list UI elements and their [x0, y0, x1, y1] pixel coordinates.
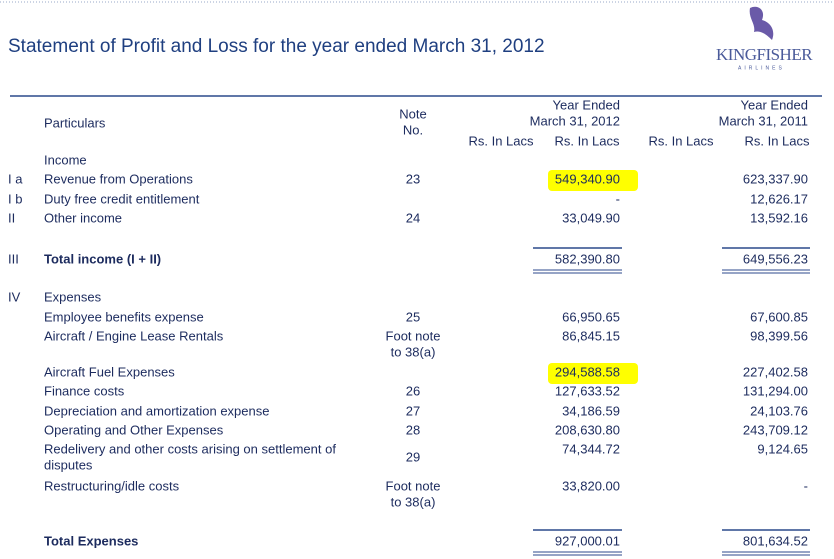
value-2012: 74,344.72: [562, 441, 620, 456]
value-2012: 33,049.90: [562, 210, 620, 225]
value-2012: 66,950.65: [562, 309, 620, 324]
note-ref: 24: [406, 210, 420, 225]
value-2012: 927,000.01: [555, 533, 620, 548]
value-2012: 34,186.59: [562, 403, 620, 418]
value-2011: 649,556.23: [743, 251, 808, 266]
column-header: March 31, 2012: [530, 113, 620, 128]
logo: KINGFISHER AIRLINES: [716, 6, 814, 71]
row-label: Finance costs: [44, 383, 125, 398]
column-header: No.: [403, 122, 423, 137]
logo-text: KINGFISHER: [716, 45, 813, 64]
value-2011: 98,399.56: [750, 328, 808, 343]
value-2012: -: [616, 191, 620, 206]
value-2011: 67,600.85: [750, 309, 808, 324]
value-2011: 623,337.90: [743, 171, 808, 186]
row-number: IV: [8, 289, 21, 304]
row-number: III: [8, 251, 19, 266]
row-label: Duty free credit entitlement: [44, 191, 200, 206]
column-header: Year Ended: [553, 97, 620, 112]
row-label: Aircraft / Engine Lease Rentals: [44, 328, 224, 343]
column-header: March 31, 2011: [719, 113, 808, 128]
unit-header: Rs. In Lacs: [648, 133, 714, 148]
row-label: Income: [44, 152, 87, 167]
page-title: Statement of Profit and Loss for the yea…: [8, 36, 545, 57]
value-2012: 294,588.58: [555, 364, 620, 379]
note-ref: Foot note: [386, 328, 441, 343]
row-number: II: [8, 210, 15, 225]
unit-header: Rs. In Lacs: [468, 133, 534, 148]
row-label: Depreciation and amortization expense: [44, 403, 269, 418]
row-label: Employee benefits expense: [44, 309, 204, 324]
note-ref: to 38(a): [391, 344, 436, 359]
value-2012: 127,633.52: [555, 383, 620, 398]
value-2011: 9,124.65: [757, 441, 808, 456]
unit-header: Rs. In Lacs: [554, 133, 620, 148]
row-label: disputes: [44, 457, 93, 472]
logo-subtext: AIRLINES: [738, 65, 785, 71]
value-2012: 208,630.80: [555, 422, 620, 437]
row-label: Total Expenses: [44, 533, 138, 548]
value-2011: 801,634.52: [743, 533, 808, 548]
row-number: I b: [8, 191, 22, 206]
value-2011: 24,103.76: [750, 403, 808, 418]
column-header: Year Ended: [741, 97, 808, 112]
note-ref: to 38(a): [391, 494, 436, 509]
note-ref: 27: [406, 403, 420, 418]
logo-bird: [749, 6, 774, 41]
row-label: Other income: [44, 210, 122, 225]
value-2012: 86,845.15: [562, 328, 620, 343]
unit-header: Rs. In Lacs: [744, 133, 810, 148]
row-label: Redelivery and other costs arising on se…: [44, 441, 336, 456]
value-2011: 131,294.00: [743, 383, 808, 398]
row-number: I a: [8, 171, 23, 186]
value-2011: 227,402.58: [743, 364, 808, 379]
row-label: Operating and Other Expenses: [44, 422, 224, 437]
row-label: Total income (I + II): [44, 251, 161, 266]
note-ref: 28: [406, 422, 420, 437]
note-ref: 23: [406, 171, 420, 186]
highlight: [548, 170, 638, 191]
column-header: Note: [399, 106, 426, 121]
highlight: [548, 363, 638, 384]
value-2012: 33,820.00: [562, 478, 620, 493]
note-ref: 25: [406, 309, 420, 324]
value-2011: -: [804, 478, 808, 493]
note-ref: 26: [406, 383, 420, 398]
value-2012: 549,340.90: [555, 171, 620, 186]
note-ref: 29: [406, 449, 420, 464]
value-2011: 12,626.17: [750, 191, 808, 206]
value-2012: 582,390.80: [555, 251, 620, 266]
row-label: Aircraft Fuel Expenses: [44, 364, 175, 379]
value-2011: 243,709.12: [743, 422, 808, 437]
row-label: Revenue from Operations: [44, 171, 193, 186]
note-ref: Foot note: [386, 478, 441, 493]
row-label: Expenses: [44, 289, 102, 304]
column-header: Particulars: [44, 115, 106, 130]
value-2011: 13,592.16: [750, 210, 808, 225]
row-label: Restructuring/idle costs: [44, 478, 180, 493]
